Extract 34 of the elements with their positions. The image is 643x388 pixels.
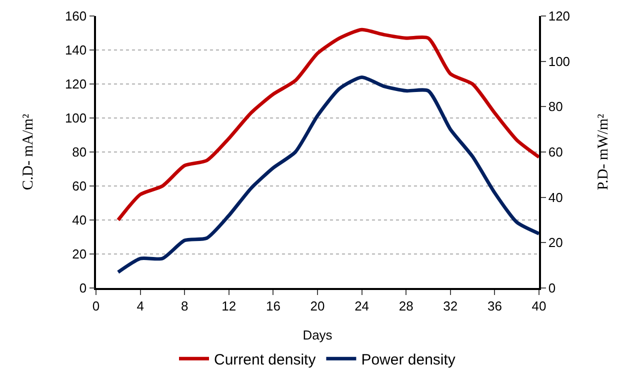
- y2-tick-label: 120: [548, 8, 570, 24]
- x-tick-label: 40: [532, 298, 546, 314]
- y2-axis-title: P.D- mW/m²: [596, 113, 612, 190]
- x-tick-label: 16: [266, 298, 280, 314]
- y-tick-label: 140: [64, 42, 87, 58]
- y2-tick-label: 100: [548, 54, 570, 69]
- x-tick-label: 28: [398, 298, 414, 314]
- x-tick-label: 32: [443, 298, 458, 314]
- legend-label: Power density: [361, 352, 456, 368]
- x-tick-label: 4: [136, 298, 144, 314]
- y-axis-title: C.D- mA/m²: [20, 113, 37, 190]
- x-tick-label: 20: [310, 298, 325, 314]
- y2-tick-label: 40: [548, 190, 563, 205]
- x-tick-label: 12: [222, 298, 236, 314]
- y-tick-label: 120: [64, 76, 87, 92]
- x-axis-title: Days: [302, 327, 333, 342]
- y-tick-label: 80: [72, 144, 87, 160]
- x-tick-label: 8: [180, 298, 188, 314]
- y-tick-label: 100: [64, 110, 87, 126]
- x-tick-label: 24: [354, 298, 370, 314]
- y-tick-label: 60: [72, 178, 87, 194]
- y2-tick-label: 0: [548, 280, 556, 296]
- x-tick-label: 0: [92, 298, 100, 314]
- y-tick-label: 0: [79, 280, 87, 296]
- legend-label: Current density: [214, 352, 316, 368]
- y-tick-label: 20: [72, 246, 87, 262]
- line-series: [116, 75, 539, 274]
- x-tick-label: 36: [487, 298, 502, 314]
- y-tick-label: 160: [64, 8, 87, 24]
- y-tick-label: 40: [72, 212, 87, 228]
- line-series: [116, 28, 539, 222]
- y2-tick-label: 60: [548, 144, 563, 160]
- y2-tick-label: 80: [548, 99, 563, 114]
- y2-tick-label: 20: [548, 235, 563, 250]
